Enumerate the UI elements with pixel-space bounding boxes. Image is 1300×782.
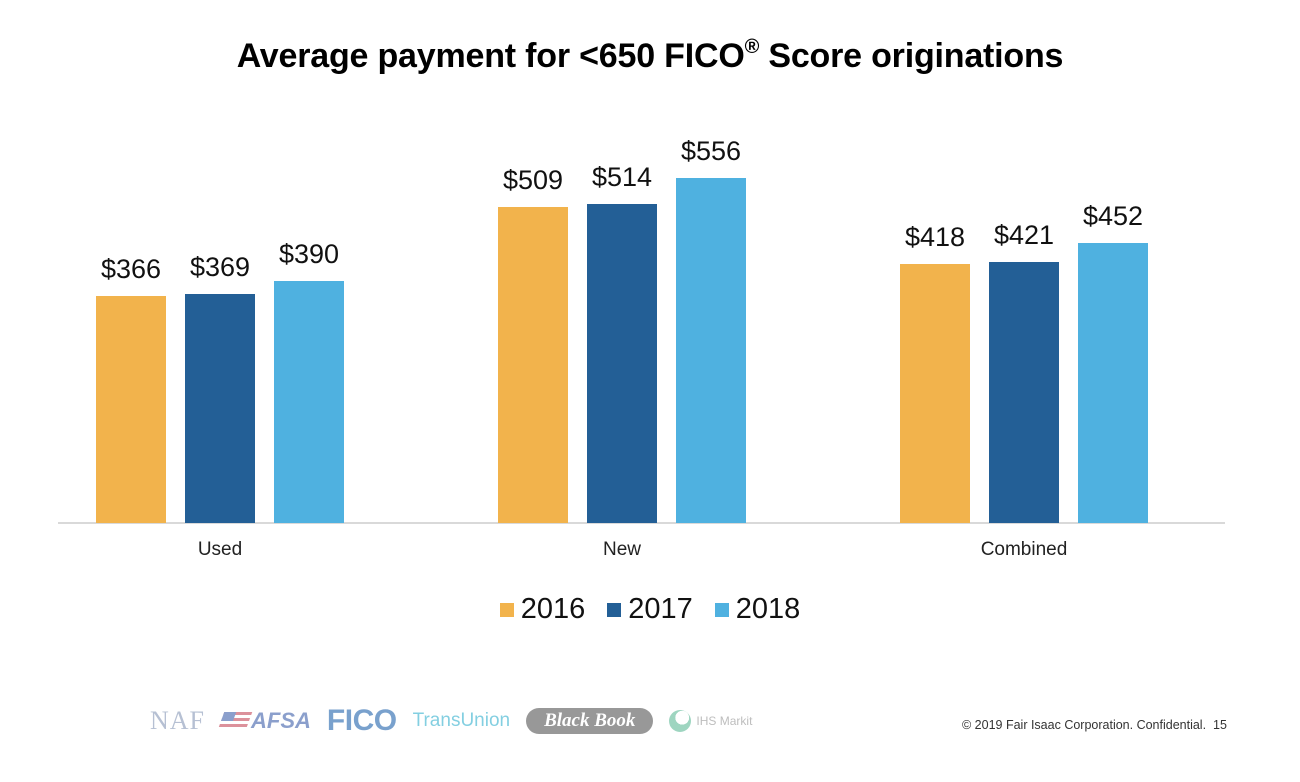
flag-icon [217,712,253,730]
registered-mark: ® [744,36,760,58]
bar-combined-2017 [989,261,1059,523]
bar-new-2018 [676,178,746,523]
legend-label: 2018 [735,593,801,625]
globe-icon [669,710,692,732]
naf-logo: NAF [150,706,206,735]
bar-used-2018 [274,281,344,523]
category-label: Used [197,539,243,560]
legend-swatch-icon [607,602,622,617]
bar-new-2017 [587,204,657,523]
ihs-markit-logo: IHS Markit [669,710,752,732]
afsa-logo: AFSA [217,708,311,734]
data-label: $509 [502,165,564,196]
data-label: $366 [100,254,162,285]
legend-swatch-icon [499,602,514,617]
bar-used-2017 [185,294,255,523]
bar-new-2016 [498,207,568,523]
copyright-text: © 2019 Fair Isaac Corporation. Confident… [962,718,1207,732]
copyright-footer: © 2019 Fair Isaac Corporation. Confident… [962,718,1227,732]
data-label: $452 [1082,200,1144,231]
data-label: $421 [993,219,1055,250]
bar-combined-2018 [1078,242,1148,523]
page-number: 15 [1213,718,1227,732]
bar-used-2016 [96,296,166,523]
legend-label: 2017 [628,593,693,625]
legend-item-2018: 2018 [714,593,801,626]
data-label: $369 [189,252,251,283]
title-suffix: Score originations [759,37,1064,75]
category-label: New [602,539,641,560]
data-label: $556 [680,136,742,167]
transunion-logo: TransUnion [412,710,511,731]
legend-swatch-icon [714,602,729,617]
data-label: $418 [904,221,966,252]
title-main: Average payment for <650 FICO [236,37,745,75]
data-label: $514 [591,162,653,193]
legend-item-2016: 2016 [499,593,586,626]
chart-title: Average payment for <650 FICO® Score ori… [0,36,1300,76]
bar-combined-2016 [900,263,970,523]
fico-logo: FICO [326,704,397,737]
chart-legend: 2016 2017 2018 [0,593,1300,626]
category-label: Combined [980,539,1068,560]
legend-item-2017: 2017 [607,593,693,626]
data-label: $390 [278,239,340,270]
legend-label: 2016 [520,593,586,625]
black-book-logo: Black Book [526,708,654,734]
partner-logos: NAF AFSA FICO TransUnion Black Book IHS … [150,704,752,738]
x-axis-line [58,522,1225,524]
